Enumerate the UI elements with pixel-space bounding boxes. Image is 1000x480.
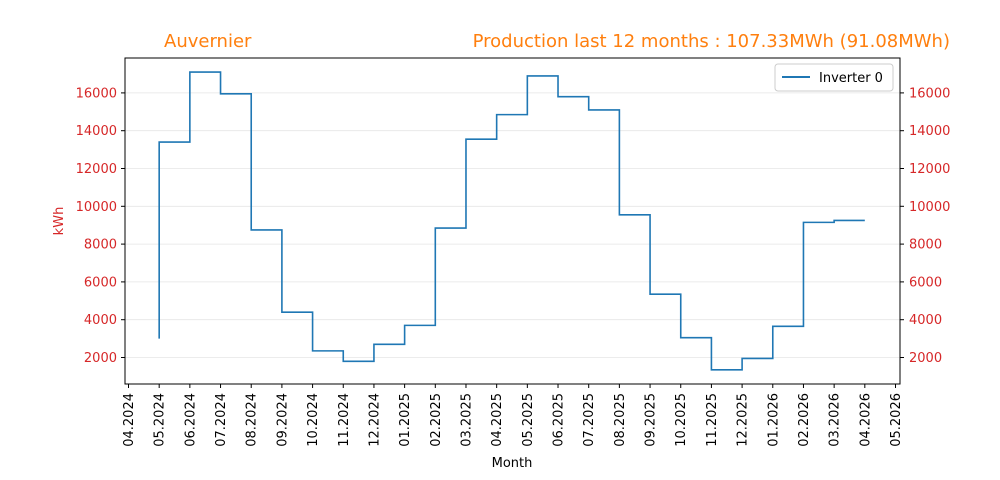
chart-title-right: Production last 12 months : 107.33MWh (9… (473, 31, 950, 52)
x-tick-label: 01.2025 (398, 393, 413, 447)
y-gridlines (125, 92, 900, 358)
x-tick-label: 06.2025 (552, 393, 567, 447)
legend-box (774, 63, 894, 92)
y-tick-label-right: 4000 (909, 313, 942, 328)
y-axis-left: 2000 4000 6000 8000 10000 12000 14000 16000 (76, 86, 125, 366)
series-group (158, 71, 865, 371)
x-tick-label: 11.2025 (705, 393, 720, 447)
y-tick-label-right: 6000 (909, 275, 942, 290)
x-tick-label: 12.2024 (367, 393, 382, 447)
x-tick-label: 05.2024 (153, 393, 168, 447)
x-tick-label: 10.2024 (306, 393, 321, 447)
x-tick-label: 11.2024 (337, 393, 352, 447)
plot-frame (124, 57, 901, 385)
x-tick-label: 05.2026 (889, 393, 904, 447)
x-tick-label: 07.2024 (214, 393, 229, 447)
x-tick-label: 07.2025 (582, 393, 597, 447)
x-tick-label: 08.2024 (245, 393, 260, 447)
x-tick-label: 03.2026 (828, 393, 843, 447)
y-tick-label: 4000 (84, 313, 117, 328)
y-tick-label: 6000 (84, 275, 117, 290)
y-axis-right: 2000 4000 6000 8000 10000 12000 14000 16000 (900, 86, 950, 366)
x-tick-label: 06.2024 (183, 393, 198, 447)
x-tick-label: 12.2025 (736, 393, 751, 447)
y-axis-label: kWh (52, 207, 67, 236)
y-tick-label: 2000 (84, 351, 117, 366)
y-tick-label-right: 14000 (909, 124, 950, 139)
y-tick-label: 8000 (84, 238, 117, 253)
y-tick-label-right: 2000 (909, 351, 942, 366)
x-tick-label: 03.2025 (459, 393, 474, 447)
y-tick-label: 12000 (76, 162, 117, 177)
x-tick-label: 04.2025 (490, 393, 505, 447)
y-tick-label-right: 12000 (909, 162, 950, 177)
y-tick-label-right: 8000 (909, 238, 942, 253)
y-tick-label: 10000 (76, 200, 117, 215)
x-tick-label: 02.2025 (429, 393, 444, 447)
x-tick-label: 04.2026 (858, 393, 873, 447)
x-tick-label: 02.2026 (797, 393, 812, 447)
x-tick-label: 09.2024 (275, 393, 290, 447)
chart-title-left: Auvernier (164, 31, 252, 52)
series-line-inverter-0 (158, 71, 865, 371)
legend-entry-label: Inverter 0 (819, 71, 883, 86)
x-axis-label: Month (492, 456, 533, 471)
x-tick-label: 09.2025 (644, 393, 659, 447)
x-tick-label: 05.2025 (521, 393, 536, 447)
x-tick-label: 04.2024 (122, 393, 137, 447)
y-tick-label-right: 16000 (909, 86, 950, 101)
x-tick-label: 10.2025 (674, 393, 689, 447)
y-tick-label: 16000 (76, 86, 117, 101)
legend: Inverter 0 (774, 63, 894, 92)
y-tick-label: 14000 (76, 124, 117, 139)
y-tick-label-right: 10000 (909, 200, 950, 215)
x-tick-label: 01.2026 (766, 393, 781, 447)
x-tick-label: 08.2025 (613, 393, 628, 447)
x-axis: 04.2024 05.2024 06.2024 07.2024 08.2024 09.20… (122, 384, 904, 447)
